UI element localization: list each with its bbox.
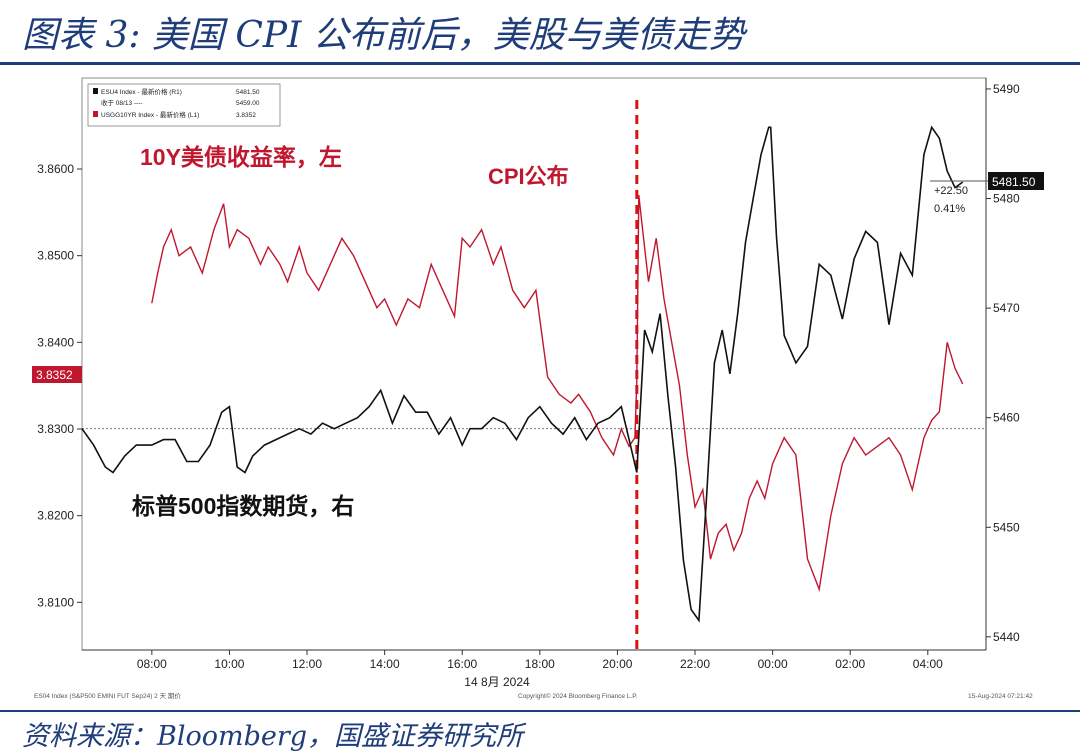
right-axis: 5490 5480 5470 5460 5450 5440 — [986, 82, 1020, 644]
right-tick-label: 5490 — [993, 82, 1020, 96]
source-rule — [0, 710, 1080, 712]
left-tick-label: 3.8600 — [37, 162, 74, 176]
left-tick-label: 3.8500 — [37, 249, 74, 263]
right-tick-label: 5460 — [993, 411, 1020, 425]
x-axis: 08:00 10:00 12:00 14:00 16:00 18:00 20:00 22:00… — [137, 650, 943, 671]
cpi-annotation: CPI公布 — [488, 164, 569, 189]
legend-value-yield: 3.8352 — [236, 112, 256, 119]
x-tick-label: 10:00 — [214, 657, 244, 671]
footer-left: ES04 Index (S&P500 EMINI FUT Sep24) 2 天 … — [34, 692, 181, 700]
x-tick-label: 00:00 — [758, 657, 788, 671]
change-value: +22.50 — [934, 185, 968, 197]
legend-label-spx: ESU4 Index - 最新价格 (R1) — [101, 87, 182, 96]
legend-label-yield: USGG10YR Index - 最新价格 (L1) — [101, 110, 199, 119]
spx-annotation: 标普500指数期货，右 — [132, 493, 354, 519]
x-tick-label: 20:00 — [602, 657, 632, 671]
legend-value-close: 5459.00 — [236, 100, 260, 107]
x-tick-label: 04:00 — [913, 657, 943, 671]
left-last-badge — [32, 366, 82, 383]
series-spx-futures-line — [81, 125, 964, 623]
legend-swatch-spx — [93, 88, 98, 94]
footer-mid: Copyright© 2024 Bloomberg Finance L.P. — [518, 692, 638, 700]
right-last-value: 5481.50 — [992, 175, 1036, 189]
title-rule — [0, 62, 1080, 65]
right-last-badge — [988, 172, 1044, 190]
legend-value-spx: 5481.50 — [236, 89, 260, 96]
legend: ESU4 Index - 最新价格 (R1) 5481.50 收于 08/13 … — [87, 83, 281, 127]
x-tick-label: 12:00 — [292, 657, 322, 671]
right-tick-label: 5450 — [993, 520, 1020, 534]
x-tick-label: 22:00 — [680, 657, 710, 671]
left-axis: 3.8600 3.8500 3.8400 3.8300 3.8200 3.8100 — [37, 162, 82, 609]
x-tick-label: 02:00 — [835, 657, 865, 671]
chart: 3.8600 3.8500 3.8400 3.8300 3.8200 3.8100 549… — [32, 77, 1044, 700]
legend-swatch-yield — [93, 111, 98, 117]
left-tick-label: 3.8400 — [37, 335, 74, 349]
x-tick-label: 18:00 — [525, 657, 555, 671]
left-tick-label: 3.8300 — [37, 422, 74, 436]
right-tick-label: 5470 — [993, 301, 1020, 315]
change-percent: 0.41% — [934, 203, 965, 215]
source-note: 资料来源：Bloomberg，国盛证券研究所 — [22, 721, 524, 752]
right-tick-label: 5480 — [993, 192, 1020, 206]
x-tick-label: 14:00 — [370, 657, 400, 671]
left-tick-label: 3.8200 — [37, 509, 74, 523]
series-10y-yield-line — [151, 194, 964, 592]
x-tick-label: 16:00 — [447, 657, 477, 671]
footer-right: 15-Aug-2024 07:21:42 — [968, 693, 1033, 700]
figure-title: 图表 3: 美国 CPI 公布前后，美股与美债走势 — [22, 15, 745, 56]
left-tick-label: 3.8100 — [37, 595, 74, 609]
yield-annotation: 10Y美债收益率，左 — [140, 144, 342, 170]
x-tick-label: 08:00 — [137, 657, 167, 671]
legend-label-close: 收于 08/13 ---- — [101, 98, 143, 107]
left-last-value: 3.8352 — [36, 368, 73, 382]
x-date-label: 14 8月 2024 — [464, 675, 530, 689]
plot-frame — [81, 77, 987, 651]
right-tick-label: 5440 — [993, 630, 1020, 644]
